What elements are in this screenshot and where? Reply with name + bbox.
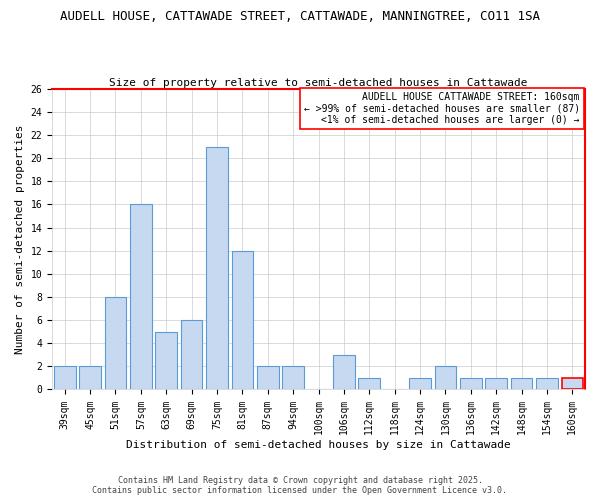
Bar (562, 378, 583, 390)
Bar (511, 378, 532, 390)
Bar (333, 355, 355, 390)
Bar (358, 378, 380, 390)
Bar (181, 320, 202, 390)
Y-axis label: Number of semi-detached properties: Number of semi-detached properties (15, 124, 25, 354)
Bar (536, 378, 558, 390)
Bar (155, 332, 177, 390)
Text: Contains HM Land Registry data © Crown copyright and database right 2025.
Contai: Contains HM Land Registry data © Crown c… (92, 476, 508, 495)
X-axis label: Distribution of semi-detached houses by size in Cattawade: Distribution of semi-detached houses by … (126, 440, 511, 450)
Bar (79, 366, 101, 390)
Bar (257, 366, 278, 390)
Bar (283, 366, 304, 390)
Bar (104, 297, 126, 390)
Title: Size of property relative to semi-detached houses in Cattawade: Size of property relative to semi-detach… (109, 78, 528, 88)
Bar (409, 378, 431, 390)
Bar (54, 366, 76, 390)
Text: AUDELL HOUSE CATTAWADE STREET: 160sqm
← >99% of semi-detached houses are smaller: AUDELL HOUSE CATTAWADE STREET: 160sqm ← … (304, 92, 580, 125)
Bar (206, 146, 228, 390)
Bar (434, 366, 456, 390)
Bar (485, 378, 507, 390)
Bar (130, 204, 152, 390)
Text: AUDELL HOUSE, CATTAWADE STREET, CATTAWADE, MANNINGTREE, CO11 1SA: AUDELL HOUSE, CATTAWADE STREET, CATTAWAD… (60, 10, 540, 23)
Bar (460, 378, 482, 390)
Bar (232, 250, 253, 390)
